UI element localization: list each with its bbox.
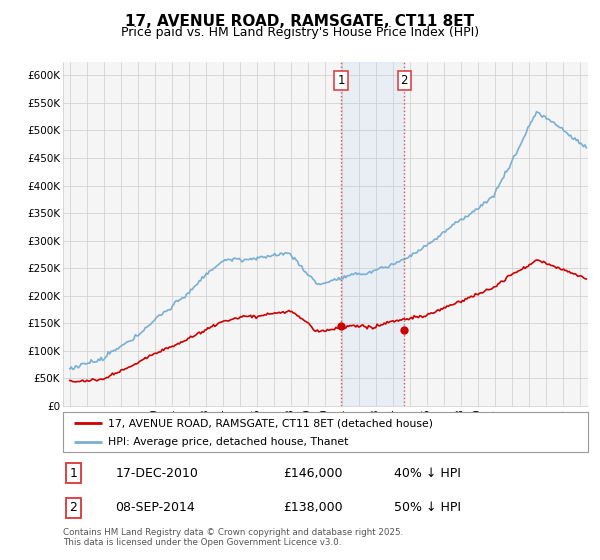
Text: 1: 1	[337, 74, 345, 87]
Text: 2: 2	[401, 74, 408, 87]
Text: 17, AVENUE ROAD, RAMSGATE, CT11 8ET: 17, AVENUE ROAD, RAMSGATE, CT11 8ET	[125, 14, 475, 29]
Text: 1: 1	[70, 467, 77, 480]
Text: HPI: Average price, detached house, Thanet: HPI: Average price, detached house, Than…	[107, 437, 348, 446]
Text: 50% ↓ HPI: 50% ↓ HPI	[394, 501, 461, 514]
Text: £146,000: £146,000	[284, 467, 343, 480]
Text: Price paid vs. HM Land Registry's House Price Index (HPI): Price paid vs. HM Land Registry's House …	[121, 26, 479, 39]
Text: 2: 2	[70, 501, 77, 514]
Text: £138,000: £138,000	[284, 501, 343, 514]
Text: Contains HM Land Registry data © Crown copyright and database right 2025.
This d: Contains HM Land Registry data © Crown c…	[63, 528, 403, 547]
FancyBboxPatch shape	[63, 412, 588, 452]
Text: 40% ↓ HPI: 40% ↓ HPI	[394, 467, 461, 480]
Text: 17-DEC-2010: 17-DEC-2010	[115, 467, 199, 480]
Text: 08-SEP-2014: 08-SEP-2014	[115, 501, 195, 514]
Bar	[341, 62, 404, 406]
Text: 17, AVENUE ROAD, RAMSGATE, CT11 8ET (detached house): 17, AVENUE ROAD, RAMSGATE, CT11 8ET (det…	[107, 418, 433, 428]
